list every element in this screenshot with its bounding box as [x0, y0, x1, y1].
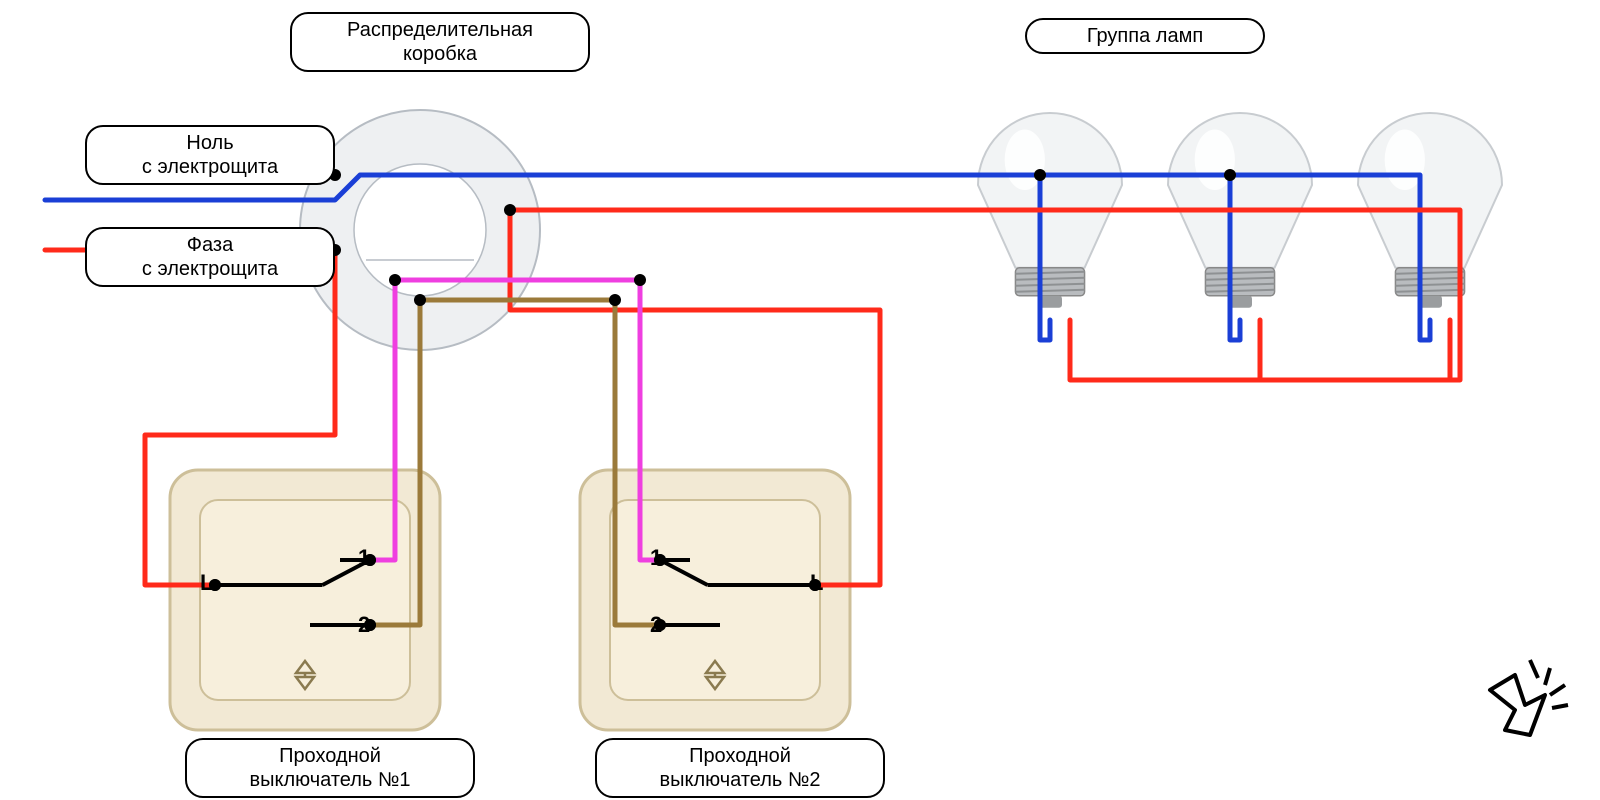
switch1-terminal-L: L — [200, 570, 213, 596]
label-neutral: Ноль с электрощита — [85, 125, 335, 185]
label-lamps: Группа ламп — [1025, 18, 1265, 54]
label-switch-1: Проходной выключатель №1 — [185, 738, 475, 798]
snap-icon — [0, 0, 1600, 800]
components-layer — [0, 0, 1600, 800]
label-phase: Фаза с электрощита — [85, 227, 335, 287]
label-junction-box: Распределительная коробка — [290, 12, 590, 72]
wires-layer — [0, 0, 1600, 800]
switch2-terminal-L: L — [810, 570, 823, 596]
switch2-terminal-1: 1 — [650, 545, 662, 571]
overlay-layer — [0, 0, 1600, 800]
switch1-terminal-2: 2 — [358, 612, 370, 638]
switch2-terminal-2: 2 — [650, 612, 662, 638]
switch1-terminal-1: 1 — [358, 545, 370, 571]
label-switch-2: Проходной выключатель №2 — [595, 738, 885, 798]
